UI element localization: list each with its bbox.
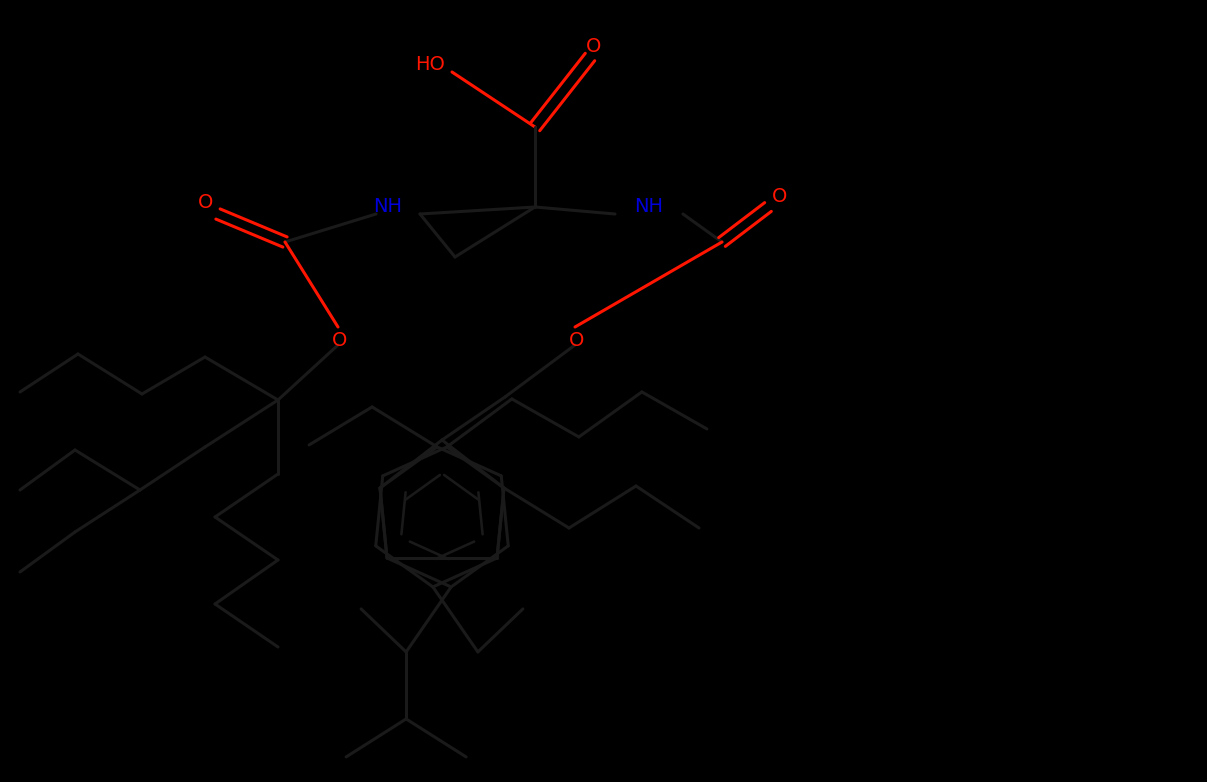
Text: O: O xyxy=(772,188,788,206)
Text: NH: NH xyxy=(373,196,402,216)
Text: O: O xyxy=(587,38,601,56)
Text: O: O xyxy=(198,192,214,211)
Text: O: O xyxy=(570,332,584,350)
Text: O: O xyxy=(332,332,348,350)
Text: HO: HO xyxy=(415,55,445,74)
Text: NH: NH xyxy=(635,196,664,216)
